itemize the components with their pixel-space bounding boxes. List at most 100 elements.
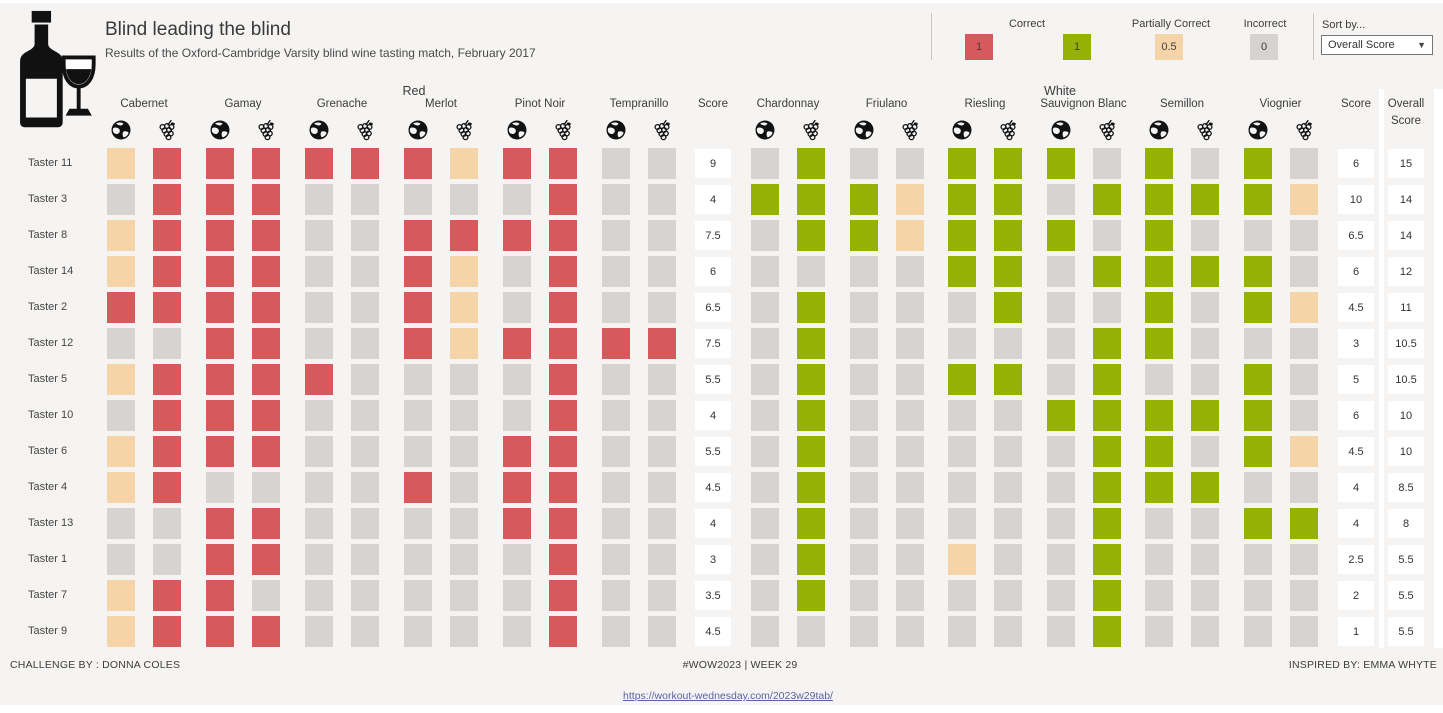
result-cell[interactable] xyxy=(797,184,825,215)
result-cell[interactable] xyxy=(503,580,531,611)
result-cell[interactable] xyxy=(1191,328,1219,359)
result-cell[interactable] xyxy=(1092,292,1121,323)
result-cell[interactable] xyxy=(305,580,333,611)
result-cell[interactable] xyxy=(1145,508,1173,539)
result-cell[interactable] xyxy=(1243,580,1272,611)
result-cell[interactable] xyxy=(1243,292,1272,323)
result-cell[interactable] xyxy=(450,400,478,431)
legend-swatch-correct-green[interactable]: 1 xyxy=(1063,34,1091,60)
result-cell[interactable] xyxy=(305,256,333,287)
result-cell[interactable] xyxy=(602,436,630,467)
result-cell[interactable] xyxy=(751,508,779,539)
result-cell[interactable] xyxy=(206,544,234,575)
result-cell[interactable] xyxy=(895,148,924,179)
result-cell[interactable] xyxy=(948,292,976,323)
result-cell[interactable] xyxy=(206,256,234,287)
result-cell[interactable] xyxy=(1145,580,1173,611)
result-cell[interactable] xyxy=(153,184,181,215)
result-cell[interactable] xyxy=(107,256,135,287)
result-cell[interactable] xyxy=(503,508,531,539)
result-cell[interactable] xyxy=(648,508,676,539)
result-cell[interactable] xyxy=(153,544,181,575)
result-cell[interactable] xyxy=(107,436,135,467)
result-cell[interactable] xyxy=(1243,400,1272,431)
result-cell[interactable] xyxy=(648,256,676,287)
result-cell[interactable] xyxy=(1145,544,1173,575)
result-cell[interactable] xyxy=(751,616,779,647)
result-cell[interactable] xyxy=(994,220,1022,251)
result-cell[interactable] xyxy=(797,400,825,431)
result-cell[interactable] xyxy=(404,184,432,215)
result-cell[interactable] xyxy=(797,472,825,503)
result-cell[interactable] xyxy=(252,400,280,431)
result-cell[interactable] xyxy=(1289,328,1318,359)
result-cell[interactable] xyxy=(206,580,234,611)
result-cell[interactable] xyxy=(404,148,432,179)
result-cell[interactable] xyxy=(503,256,531,287)
result-cell[interactable] xyxy=(206,400,234,431)
footer-link[interactable]: https://workout-wednesday.com/2023w29tab… xyxy=(623,690,833,702)
result-cell[interactable] xyxy=(450,148,478,179)
result-cell[interactable] xyxy=(797,328,825,359)
result-cell[interactable] xyxy=(153,508,181,539)
result-cell[interactable] xyxy=(107,184,135,215)
result-cell[interactable] xyxy=(751,400,779,431)
result-cell[interactable] xyxy=(849,220,878,251)
result-cell[interactable] xyxy=(252,184,280,215)
result-cell[interactable] xyxy=(994,328,1022,359)
result-cell[interactable] xyxy=(206,472,234,503)
result-cell[interactable] xyxy=(1243,184,1272,215)
result-cell[interactable] xyxy=(206,508,234,539)
result-cell[interactable] xyxy=(450,616,478,647)
result-cell[interactable] xyxy=(895,364,924,395)
result-cell[interactable] xyxy=(153,364,181,395)
result-cell[interactable] xyxy=(948,616,976,647)
result-cell[interactable] xyxy=(602,148,630,179)
result-cell[interactable] xyxy=(895,256,924,287)
result-cell[interactable] xyxy=(1289,580,1318,611)
result-cell[interactable] xyxy=(1046,148,1075,179)
result-cell[interactable] xyxy=(751,436,779,467)
result-cell[interactable] xyxy=(1046,364,1075,395)
result-cell[interactable] xyxy=(305,400,333,431)
result-cell[interactable] xyxy=(549,472,577,503)
result-cell[interactable] xyxy=(751,328,779,359)
result-cell[interactable] xyxy=(948,328,976,359)
result-cell[interactable] xyxy=(450,220,478,251)
result-cell[interactable] xyxy=(1092,436,1121,467)
result-cell[interactable] xyxy=(252,472,280,503)
result-cell[interactable] xyxy=(1092,256,1121,287)
result-cell[interactable] xyxy=(948,472,976,503)
result-cell[interactable] xyxy=(1289,544,1318,575)
result-cell[interactable] xyxy=(1289,256,1318,287)
result-cell[interactable] xyxy=(602,328,630,359)
result-cell[interactable] xyxy=(252,436,280,467)
result-cell[interactable] xyxy=(351,256,379,287)
result-cell[interactable] xyxy=(1243,148,1272,179)
result-cell[interactable] xyxy=(404,544,432,575)
result-cell[interactable] xyxy=(153,292,181,323)
result-cell[interactable] xyxy=(751,256,779,287)
result-cell[interactable] xyxy=(648,616,676,647)
result-cell[interactable] xyxy=(1145,148,1173,179)
result-cell[interactable] xyxy=(994,148,1022,179)
result-cell[interactable] xyxy=(751,148,779,179)
result-cell[interactable] xyxy=(1289,508,1318,539)
result-cell[interactable] xyxy=(549,256,577,287)
result-cell[interactable] xyxy=(503,400,531,431)
result-cell[interactable] xyxy=(602,508,630,539)
result-cell[interactable] xyxy=(849,544,878,575)
result-cell[interactable] xyxy=(1191,508,1219,539)
result-cell[interactable] xyxy=(351,580,379,611)
result-cell[interactable] xyxy=(948,364,976,395)
result-cell[interactable] xyxy=(549,184,577,215)
result-cell[interactable] xyxy=(503,220,531,251)
result-cell[interactable] xyxy=(948,184,976,215)
result-cell[interactable] xyxy=(1145,292,1173,323)
result-cell[interactable] xyxy=(107,508,135,539)
result-cell[interactable] xyxy=(895,580,924,611)
result-cell[interactable] xyxy=(351,544,379,575)
result-cell[interactable] xyxy=(1046,508,1075,539)
result-cell[interactable] xyxy=(994,400,1022,431)
result-cell[interactable] xyxy=(1092,616,1121,647)
